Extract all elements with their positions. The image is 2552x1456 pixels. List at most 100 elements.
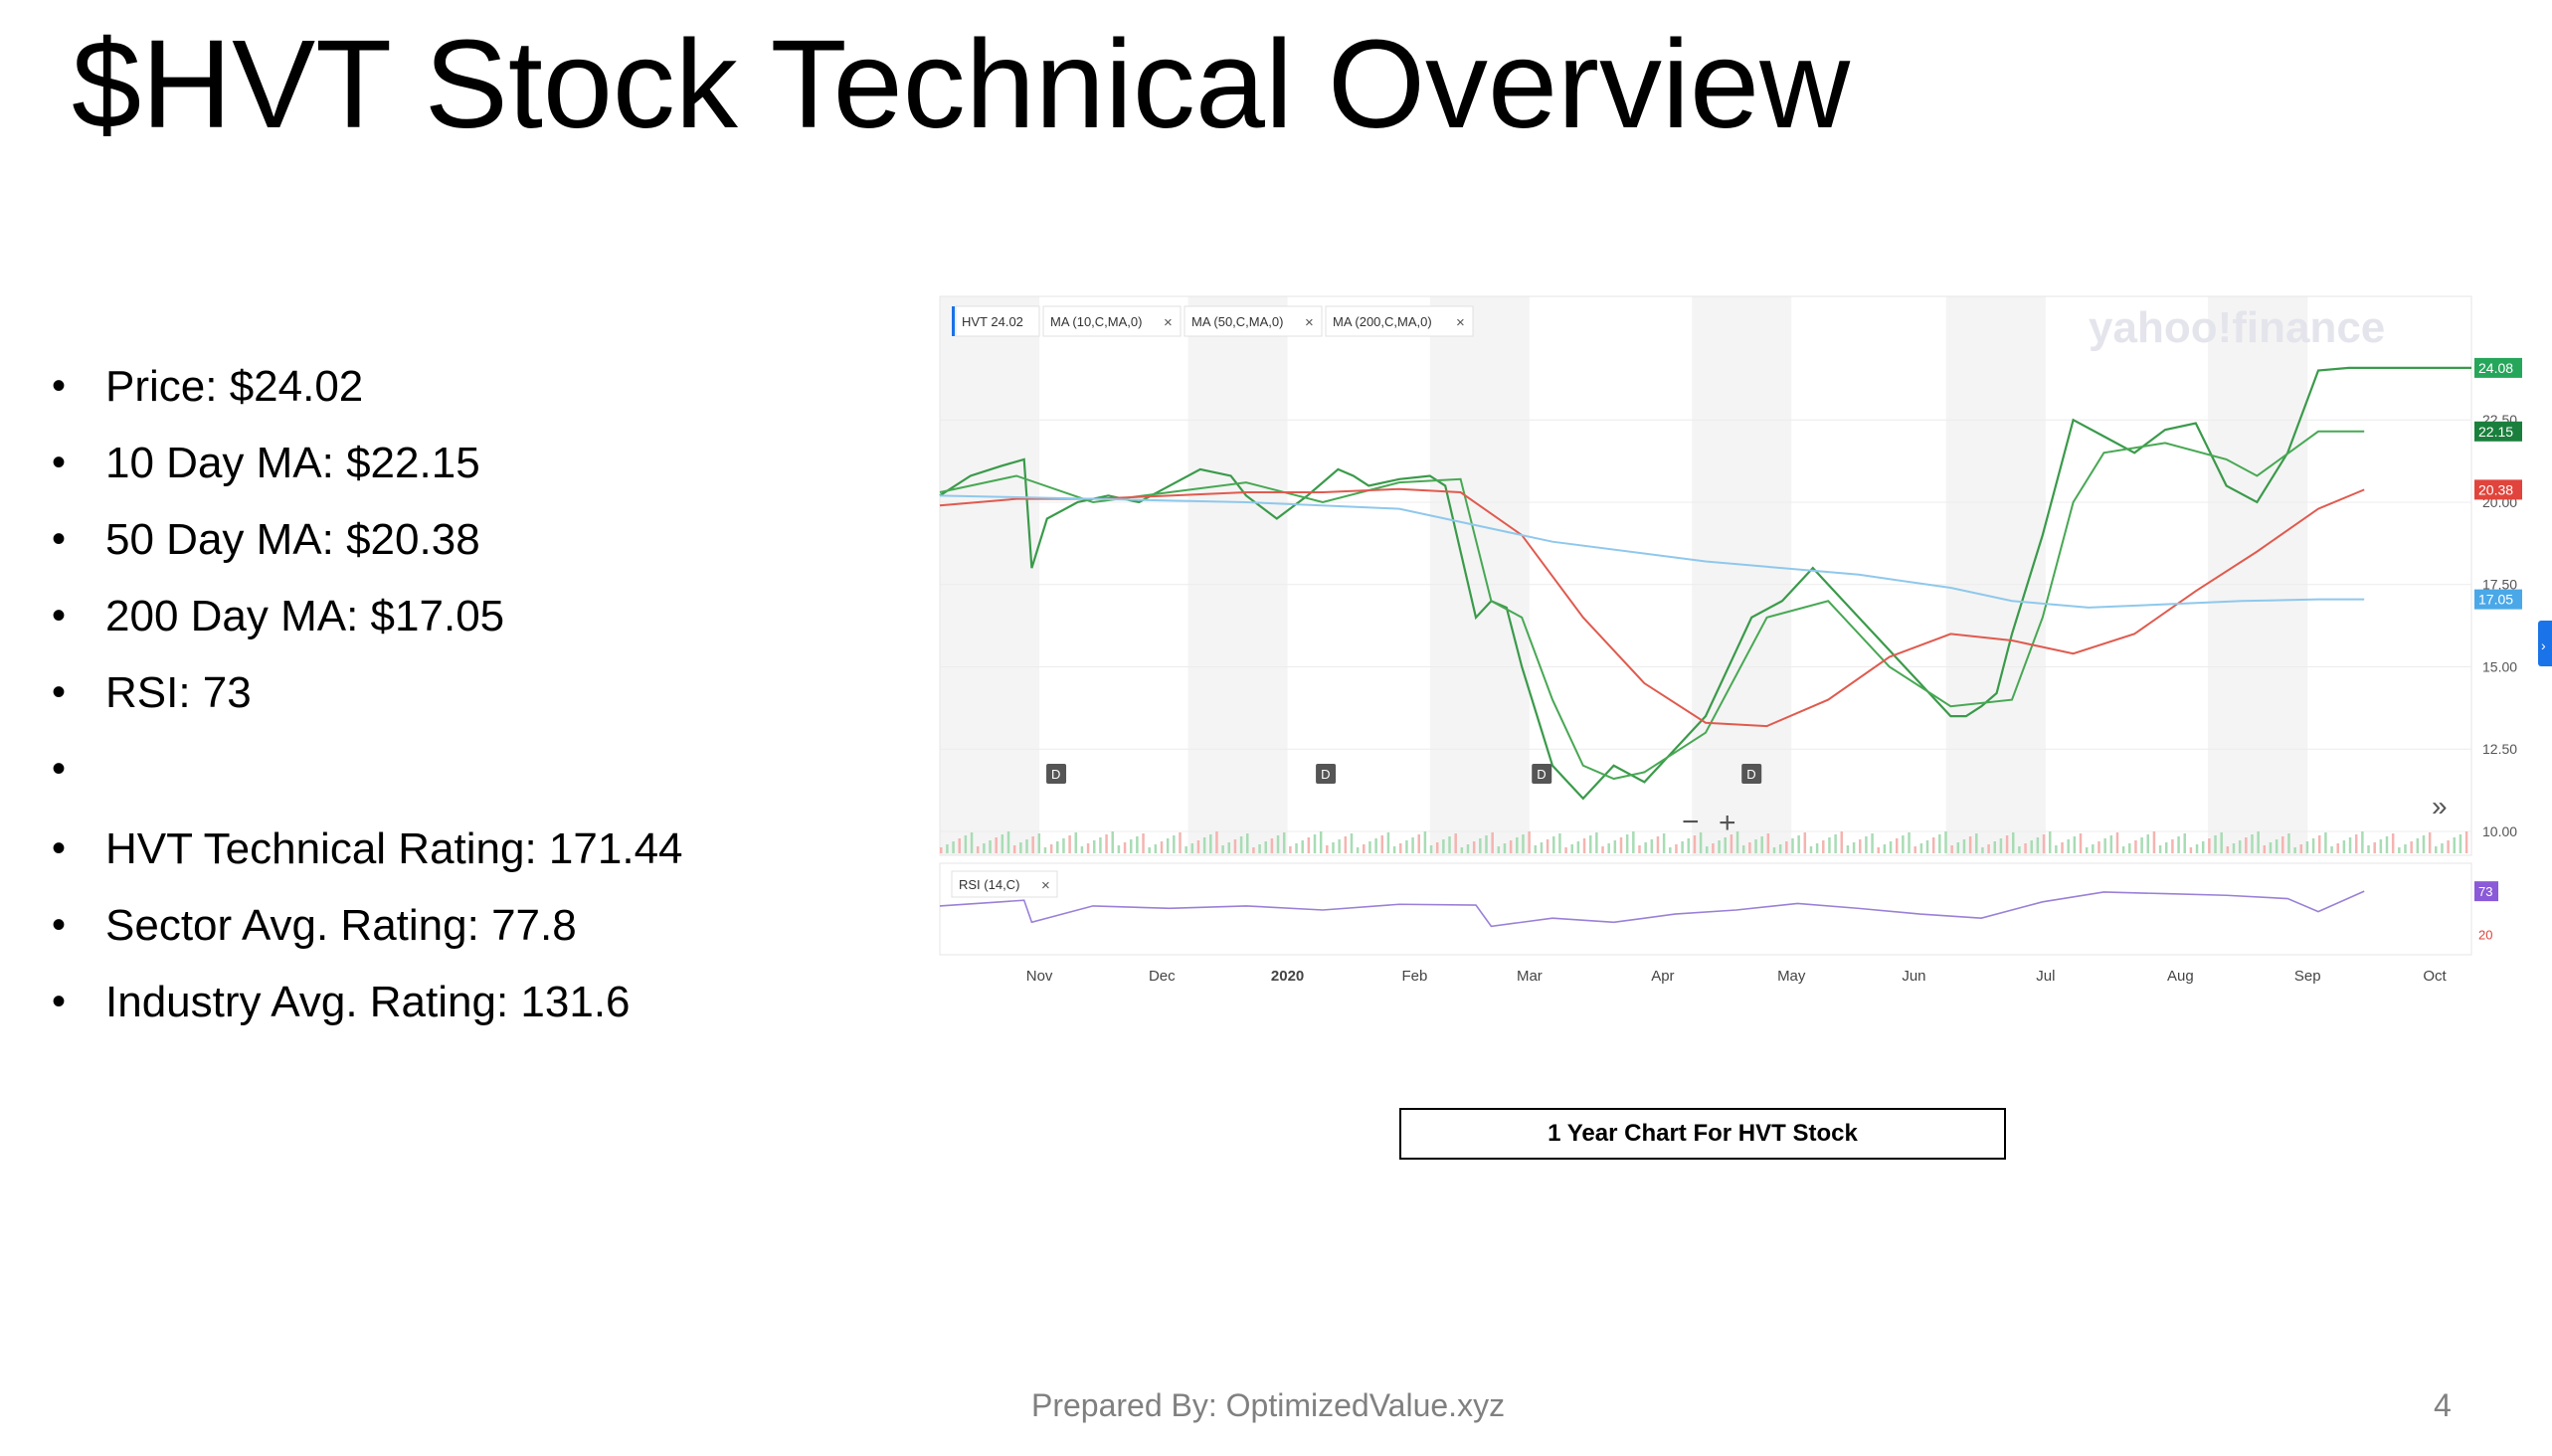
volume-bar <box>1503 843 1507 853</box>
volume-bar <box>1681 841 1684 853</box>
volume-bar <box>2208 838 2211 853</box>
volume-bar <box>1889 841 1893 853</box>
volume-bar <box>946 844 949 853</box>
volume-bar <box>1491 832 1494 853</box>
volume-bar <box>1778 844 1782 853</box>
volume-bar <box>1086 843 1090 853</box>
legend-chip-ma10[interactable] <box>1042 305 1182 337</box>
volume-bar <box>1012 845 1016 853</box>
side-panel-tab[interactable] <box>2538 621 2552 666</box>
volume-bar <box>2269 842 2273 853</box>
volume-bar <box>1031 836 1034 853</box>
volume-bar <box>1233 839 1237 853</box>
close-icon[interactable]: × <box>1041 877 1050 894</box>
volume-bar <box>2464 831 2468 853</box>
volume-bar <box>1196 840 1200 853</box>
volume-bar <box>2171 839 2174 853</box>
key-stats-list: Price: $24.02 10 Day MA: $22.15 50 Day M… <box>52 348 683 1040</box>
volume-bar <box>2453 837 2457 853</box>
volume-bar <box>1479 838 1482 853</box>
volume-bar <box>2348 837 2352 853</box>
bullet-industry-rating: Industry Avg. Rating: 131.6 <box>52 964 683 1040</box>
volume-bar <box>2012 832 2015 853</box>
volume-bar <box>1662 833 1666 853</box>
volume-bar <box>1724 837 1727 853</box>
close-icon[interactable]: × <box>1456 314 1465 331</box>
legend-chip-ma200[interactable] <box>1325 305 1474 337</box>
volume-bar <box>1080 846 1084 853</box>
close-icon[interactable]: × <box>1305 314 1314 331</box>
volume-bar <box>2085 847 2089 853</box>
x-tick-label: Apr <box>1651 968 1674 985</box>
volume-bar <box>1962 839 1966 853</box>
volume-bar <box>1852 842 1856 853</box>
volume-bar <box>1411 837 1414 853</box>
volume-bar <box>2158 845 2162 853</box>
volume-bar <box>2183 833 2186 853</box>
x-tick-label: Aug <box>2167 968 2194 985</box>
x-tick-label: Oct <box>2423 968 2447 985</box>
zoom-out-button[interactable]: − <box>1682 806 1700 838</box>
volume-bar <box>2416 838 2420 853</box>
volume-bar <box>2115 832 2119 853</box>
volume-bar <box>1607 843 1610 853</box>
month-band <box>1187 296 1288 855</box>
month-band <box>2208 296 2308 855</box>
y-tick-label: 12.50 <box>2482 741 2517 757</box>
month-bands <box>940 296 2308 855</box>
volume-bar <box>2385 836 2389 853</box>
volume-bar <box>1049 844 1053 853</box>
volume-bar <box>1534 845 1538 853</box>
volume-bar <box>2311 838 2315 853</box>
volume-bar <box>2275 839 2279 853</box>
volume-bar <box>1699 832 1703 853</box>
volume-bar <box>1766 833 1770 853</box>
volume-bar <box>1399 843 1402 853</box>
series-line-3 <box>939 494 2365 609</box>
bullet-10-day-ma: 10 Day MA: $22.15 <box>52 425 683 501</box>
volume-bar <box>964 835 968 853</box>
volume-bar <box>1448 836 1451 853</box>
dividend-marker <box>1741 764 1762 784</box>
legend-ma50-label: MA (50,C,MA,0) <box>1191 314 1283 329</box>
volume-bar <box>1363 844 1366 853</box>
footer-prepared-by: Prepared By: OptimizedValue.xyz <box>1031 1387 1506 1423</box>
volume-bar <box>1454 833 1457 853</box>
volume-bar <box>2214 835 2217 853</box>
volume-bar <box>1093 840 1096 853</box>
series-line-2 <box>939 487 2365 728</box>
volume-bar <box>2257 831 2260 853</box>
gridlines <box>940 419 2471 832</box>
volume-bar <box>2459 834 2462 853</box>
close-icon[interactable]: × <box>1164 314 1173 331</box>
bullet-technical-rating: HVT Technical Rating: 171.44 <box>52 811 683 887</box>
dividend-marker-label: D <box>1051 767 1060 782</box>
volume-bar <box>2373 842 2376 853</box>
legend-chip-hvt[interactable] <box>955 305 1040 337</box>
volume-bar <box>1344 836 1348 853</box>
volume-bar <box>1179 832 1182 853</box>
volume-bar <box>1785 841 1788 853</box>
volume-bar <box>1497 846 1501 853</box>
legend-chip-ma50[interactable] <box>1184 305 1323 337</box>
x-tick-label: Feb <box>1401 968 1427 985</box>
rsi-panel-frame <box>939 862 2472 956</box>
volume-bar <box>1528 831 1531 853</box>
volume-bar <box>1625 834 1629 853</box>
price-tag-label: 22.15 <box>2478 424 2513 440</box>
volume-bar <box>1981 847 1984 853</box>
volume-bar <box>1282 832 1286 853</box>
volume-bar <box>1669 847 1672 853</box>
price-tag-box <box>2474 421 2522 442</box>
volume-bar <box>2048 831 2052 853</box>
volume-bar <box>2079 833 2083 853</box>
volume-bar <box>1895 838 1899 853</box>
volume-bar <box>2342 840 2346 853</box>
expand-chevron-icon[interactable]: » <box>2432 791 2448 821</box>
volume-bar <box>2092 844 2095 853</box>
rsi-line <box>939 890 2365 928</box>
rsi-legend-chip[interactable] <box>951 870 1058 898</box>
zoom-in-button[interactable]: + <box>1719 807 1736 839</box>
x-tick-label: Nov <box>1026 968 1053 985</box>
volume-bar <box>1576 841 1580 853</box>
